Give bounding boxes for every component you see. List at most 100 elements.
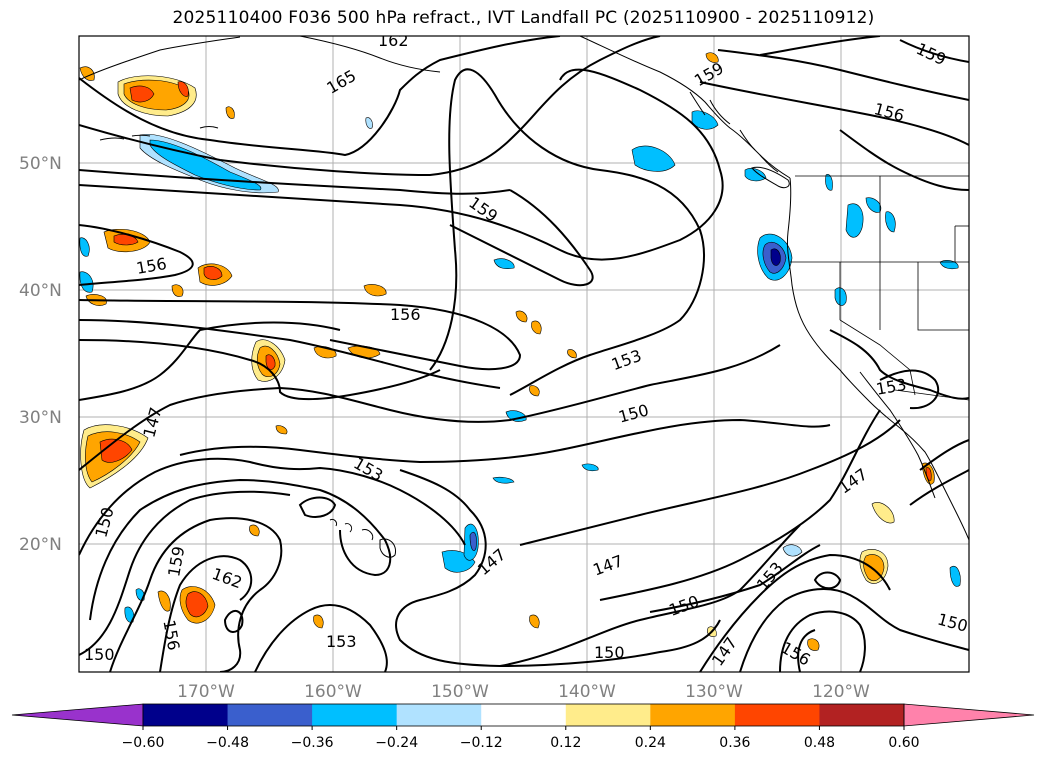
colorbar-segment bbox=[734, 704, 820, 726]
contour-line bbox=[79, 344, 781, 471]
contour-line bbox=[79, 36, 661, 177]
contour-line bbox=[649, 544, 821, 613]
lat-label: 30°N bbox=[19, 408, 62, 428]
contour-line bbox=[599, 409, 881, 601]
contour-line bbox=[499, 524, 801, 667]
contour-line bbox=[298, 496, 337, 518]
neg-blob bbox=[493, 258, 515, 270]
colorbar-tick-label: 0.48 bbox=[804, 735, 835, 751]
contour-line bbox=[449, 189, 594, 287]
border-line bbox=[894, 389, 969, 401]
colorbar-segment bbox=[565, 704, 651, 726]
contour-label: 153 bbox=[326, 632, 357, 651]
contour-line bbox=[79, 68, 724, 261]
contour-line bbox=[909, 469, 969, 506]
neg-blob bbox=[79, 271, 94, 293]
colorbar-frame bbox=[142, 703, 905, 727]
colorbar-segment bbox=[227, 704, 313, 726]
contour-line bbox=[89, 478, 392, 621]
lat-label: 50°N bbox=[19, 154, 62, 174]
pos-blob bbox=[275, 425, 288, 435]
pos-blob bbox=[807, 638, 820, 651]
pos-blob bbox=[515, 310, 528, 323]
page-title: 2025110400 F036 500 hPa refract., IVT La… bbox=[172, 8, 875, 28]
contour-line bbox=[699, 553, 891, 672]
neg-blob bbox=[79, 237, 90, 257]
contour-line bbox=[79, 169, 511, 195]
contour-line bbox=[395, 469, 721, 668]
lat-label: 20°N bbox=[19, 535, 62, 555]
border-line bbox=[917, 262, 969, 331]
neg-blob bbox=[782, 544, 803, 557]
pos-blob bbox=[225, 106, 235, 119]
contour-line bbox=[79, 339, 441, 401]
map-frame bbox=[78, 35, 970, 673]
contour-line bbox=[919, 439, 969, 471]
neg-blob bbox=[492, 476, 515, 484]
contour-line bbox=[254, 604, 388, 672]
colorbar-segment bbox=[143, 704, 229, 726]
colorbar-segment bbox=[650, 704, 736, 726]
colorbar-tick-label: −0.48 bbox=[206, 735, 249, 751]
neg-blob bbox=[365, 117, 373, 129]
coastline-baja bbox=[859, 371, 936, 499]
pos-blob bbox=[529, 385, 540, 397]
pos-blob bbox=[185, 591, 209, 618]
colorbar-tick-label: −0.12 bbox=[460, 735, 503, 751]
pos-blob bbox=[157, 590, 171, 612]
colorbar-tick-label: −0.24 bbox=[375, 735, 418, 751]
contour-line bbox=[223, 610, 244, 633]
neg-blob bbox=[631, 145, 676, 172]
colorbar: −0.60 −0.48 −0.36 −0.24 −0.12 0.12 0.24 0.36 0.4… bbox=[11, 703, 1035, 751]
latitude-labels: 50°N 40°N 30°N 20°N bbox=[19, 154, 62, 555]
lat-label: 40°N bbox=[19, 281, 62, 301]
pos-blob bbox=[171, 284, 184, 297]
colorbar-segment bbox=[481, 704, 567, 726]
neg-blob bbox=[124, 606, 135, 623]
contour-line bbox=[159, 555, 253, 672]
contour-line bbox=[79, 36, 561, 157]
contour-line bbox=[717, 49, 969, 101]
colorbar-tick-label: 0.60 bbox=[888, 735, 919, 751]
contour-line bbox=[839, 129, 969, 191]
colorbar-tick-label: 0.12 bbox=[550, 735, 581, 751]
contour-line bbox=[813, 571, 842, 590]
colorbar-segment bbox=[819, 704, 905, 726]
colorbar-tick-label: 0.24 bbox=[635, 735, 666, 751]
contour-line bbox=[79, 319, 501, 389]
colorbar-extend-high bbox=[903, 703, 1035, 727]
pos-blob bbox=[265, 354, 276, 370]
colorbar-tick-label: 0.36 bbox=[719, 735, 750, 751]
contour-line bbox=[899, 39, 969, 63]
pos-blob bbox=[567, 349, 577, 359]
pos-blob bbox=[705, 52, 719, 63]
contour-lines bbox=[79, 36, 969, 672]
neg-blob bbox=[825, 174, 833, 191]
contour-label: 156 bbox=[390, 305, 421, 324]
contour-line bbox=[79, 224, 194, 286]
pos-blob bbox=[313, 614, 324, 629]
neg-blob bbox=[770, 248, 781, 266]
contour-label: 162 bbox=[378, 31, 409, 50]
pos-blob bbox=[531, 320, 542, 335]
pos-blob bbox=[113, 234, 139, 246]
pos-blob bbox=[177, 81, 189, 97]
lon-label: 170°W bbox=[177, 682, 235, 702]
pos-blob bbox=[129, 85, 155, 103]
contour-line bbox=[429, 68, 705, 396]
neg-blob bbox=[939, 260, 959, 270]
neg-blob bbox=[845, 203, 864, 238]
contour-line bbox=[179, 418, 831, 464]
lon-label: 120°W bbox=[812, 682, 870, 702]
contour-line bbox=[79, 457, 466, 556]
colorbar-extend-low bbox=[11, 703, 144, 727]
pos-blob bbox=[529, 614, 540, 629]
coastline-alaska bbox=[79, 36, 441, 81]
contour-line bbox=[109, 517, 283, 672]
lon-label: 160°W bbox=[304, 682, 362, 702]
longitude-labels: 170°W 160°W 150°W 140°W 130°W 120°W bbox=[177, 682, 870, 702]
neg-blob bbox=[885, 211, 896, 233]
coastlines bbox=[79, 36, 969, 541]
contour-line bbox=[797, 629, 816, 672]
